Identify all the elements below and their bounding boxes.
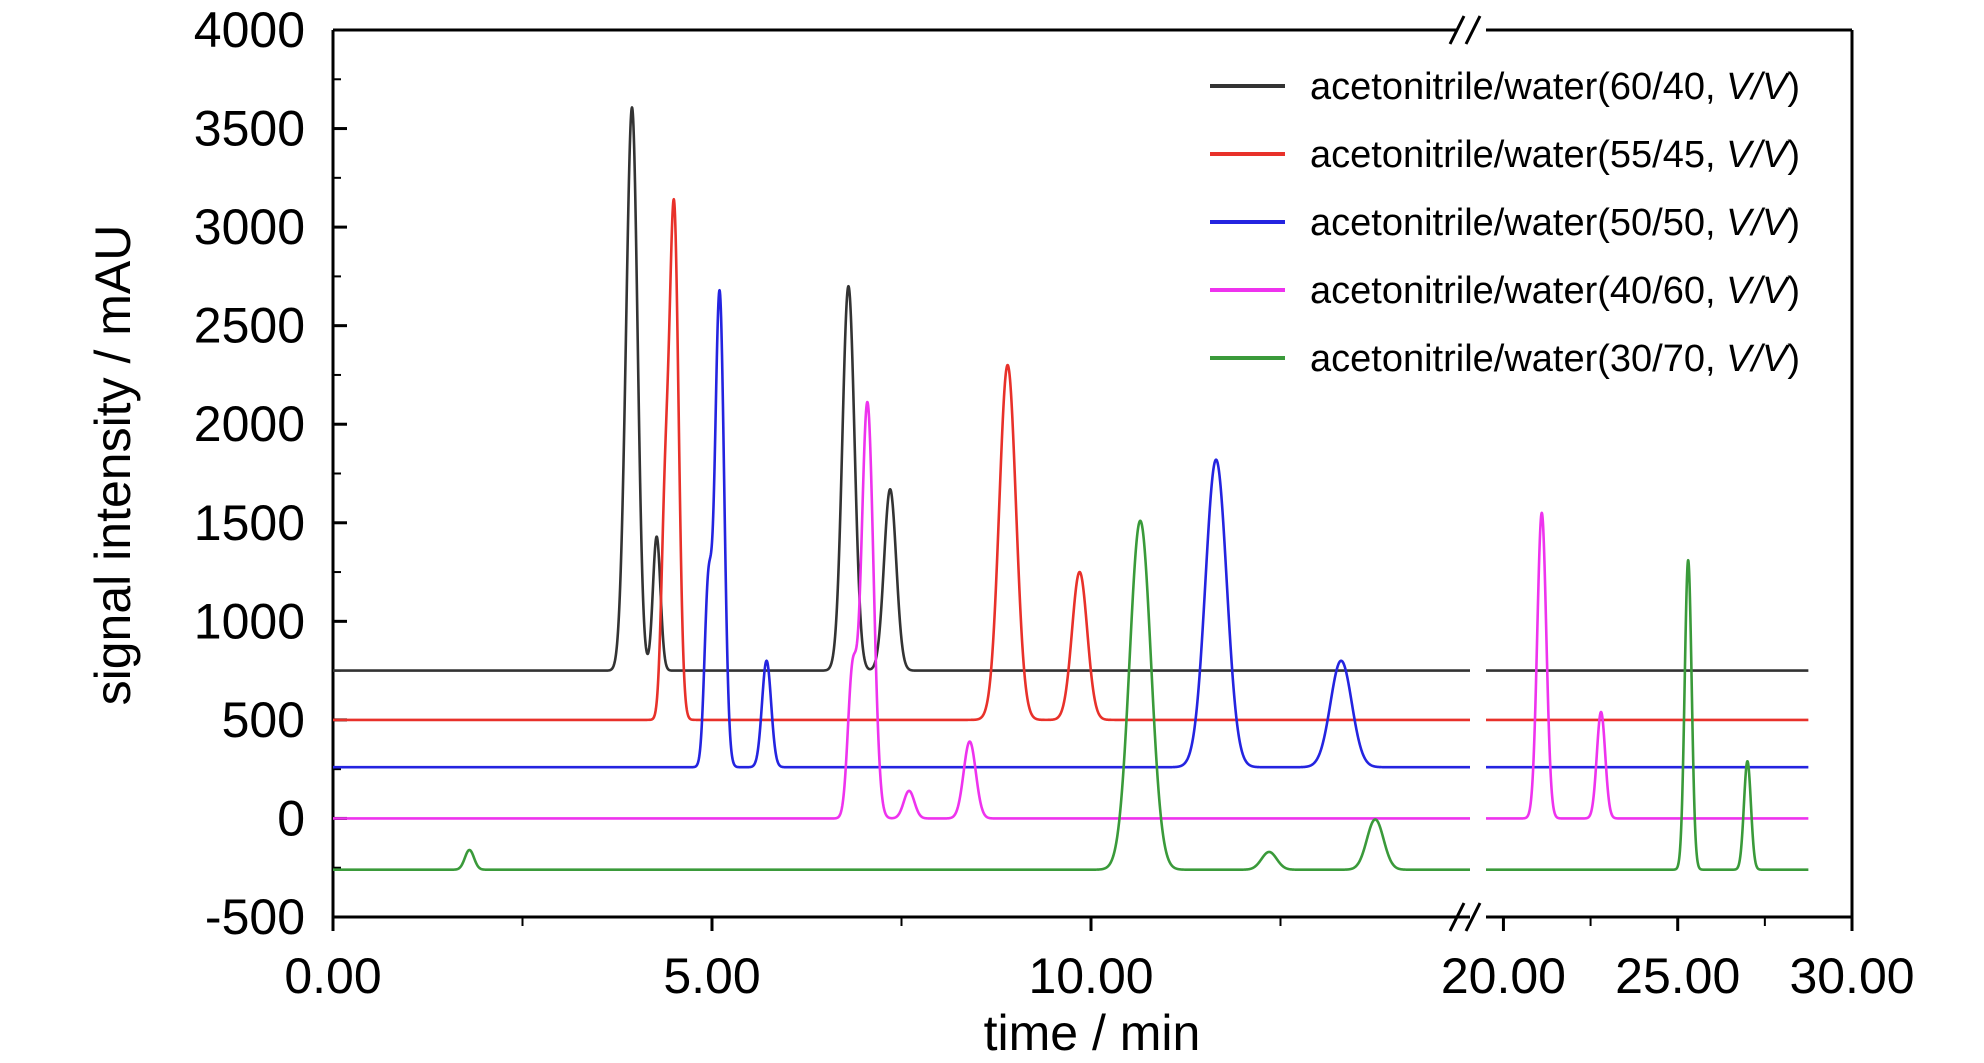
legend-label-main: acetonitrile/water(50/50, [1310,202,1726,244]
legend-label-unit: V/V [1726,66,1791,108]
x-tick-label: 0.00 [284,948,381,1004]
legend-label-close: ) [1787,66,1800,108]
series-line-5 [1484,558,1810,871]
legend-label-unit: V/V [1726,202,1791,244]
y-axis-title: signal intensity / mAU [85,225,141,706]
legend-label-main: acetonitrile/water(30/70, [1310,338,1726,380]
y-tick-label: 0 [277,790,305,846]
y-tick-label: 4000 [194,2,305,58]
x-tick-label: 25.00 [1615,948,1740,1004]
break-slash [1464,15,1482,45]
legend-label-main: acetonitrile/water(40/60, [1310,270,1726,312]
x-axis-title: time / min [984,1005,1201,1061]
break-slash [1448,902,1466,932]
break-slash [1464,902,1482,932]
x-tick-label: 10.00 [1028,948,1153,1004]
legend-label-unit: V/V [1726,134,1791,176]
x-tick-label: 30.00 [1789,948,1914,1004]
legend-label-close: ) [1787,202,1800,244]
y-tick-label: 2000 [194,396,305,452]
legend-label: acetonitrile/water(60/40, V/V) [1310,66,1800,108]
legend-label: acetonitrile/water(40/60, V/V) [1310,270,1800,312]
break-slash [1448,15,1466,45]
series-line-3 [332,288,1471,769]
series-line-4 [1484,511,1810,820]
y-tick-label: 3000 [194,199,305,255]
legend-label: acetonitrile/water(30/70, V/V) [1310,338,1800,380]
series-line-2 [332,197,1471,722]
x-ticks: 0.00 5.00 10.00 20.00 25.00 30.00 [284,917,1915,1004]
series-line-5 [332,519,1471,871]
y-tick-label: 1000 [194,593,305,649]
series-lines [332,106,1810,871]
y-tick-label: 1500 [194,495,305,551]
legend-label: acetonitrile/water(55/45, V/V) [1310,134,1800,176]
legend: acetonitrile/water(60/40, V/V)acetonitri… [1210,66,1800,380]
legend-label-close: ) [1787,270,1800,312]
legend-label-close: ) [1787,338,1800,380]
legend-label-close: ) [1787,134,1800,176]
x-tick-label: 5.00 [663,948,760,1004]
y-ticks: -500 0 500 1000 1500 2000 2500 3000 3500 4000 [194,2,347,945]
y-tick-label: 3500 [194,101,305,157]
legend-label: acetonitrile/water(50/50, V/V) [1310,202,1800,244]
series-line-1 [332,106,1471,672]
y-tick-label: 500 [222,692,305,748]
series-line-4 [332,400,1471,820]
legend-label-main: acetonitrile/water(55/45, [1310,134,1726,176]
legend-label-main: acetonitrile/water(60/40, [1310,66,1726,108]
axis-break-marks [1448,15,1482,932]
y-tick-label: -500 [205,889,305,945]
y-tick-label: 2500 [194,298,305,354]
legend-label-unit: V/V [1726,270,1791,312]
legend-label-unit: V/V [1726,338,1791,380]
x-tick-label: 20.00 [1441,948,1566,1004]
